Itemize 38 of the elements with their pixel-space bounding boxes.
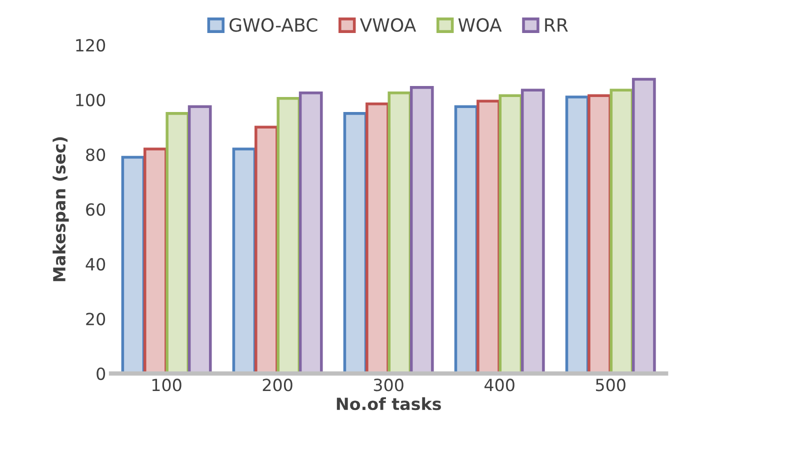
bar	[588, 94, 612, 374]
bar	[143, 148, 168, 374]
bar	[298, 92, 323, 374]
bar	[454, 105, 478, 374]
y-tick-label: 40	[86, 258, 106, 271]
bar	[498, 94, 523, 374]
x-tick-label: 500	[596, 378, 626, 392]
x-tick-label: 400	[484, 378, 514, 392]
bar	[520, 88, 545, 374]
y-tick-label: 0	[96, 367, 106, 380]
y-tick-label: 60	[86, 203, 106, 216]
bar	[410, 86, 434, 374]
y-tick-label: 120	[76, 38, 106, 52]
bar	[632, 78, 656, 374]
bar	[388, 92, 412, 374]
bar	[366, 102, 390, 374]
bar	[565, 96, 590, 374]
bar	[254, 126, 278, 374]
bar	[188, 105, 212, 374]
y-tick-label: 20	[86, 312, 106, 326]
bar	[610, 88, 634, 374]
legend-label: RR	[545, 18, 568, 32]
x-tick-label: 300	[374, 378, 404, 392]
x-tick-label: 200	[262, 378, 292, 392]
bar	[232, 148, 256, 374]
bar	[166, 112, 190, 374]
legend-label: GWO-ABC	[230, 18, 318, 32]
bar	[121, 156, 146, 374]
y-axis-title: Makespan (sec)	[52, 137, 69, 282]
y-tick-label: 100	[76, 94, 106, 106]
bar	[476, 100, 500, 374]
legend-label: VWOA	[360, 18, 416, 32]
x-axis-title: No.of tasks	[336, 397, 441, 410]
y-tick-label: 80	[86, 148, 106, 162]
legend-label: WOA	[458, 18, 502, 32]
bar	[276, 96, 301, 374]
bar	[343, 112, 368, 374]
x-tick-label: 100	[152, 378, 182, 392]
